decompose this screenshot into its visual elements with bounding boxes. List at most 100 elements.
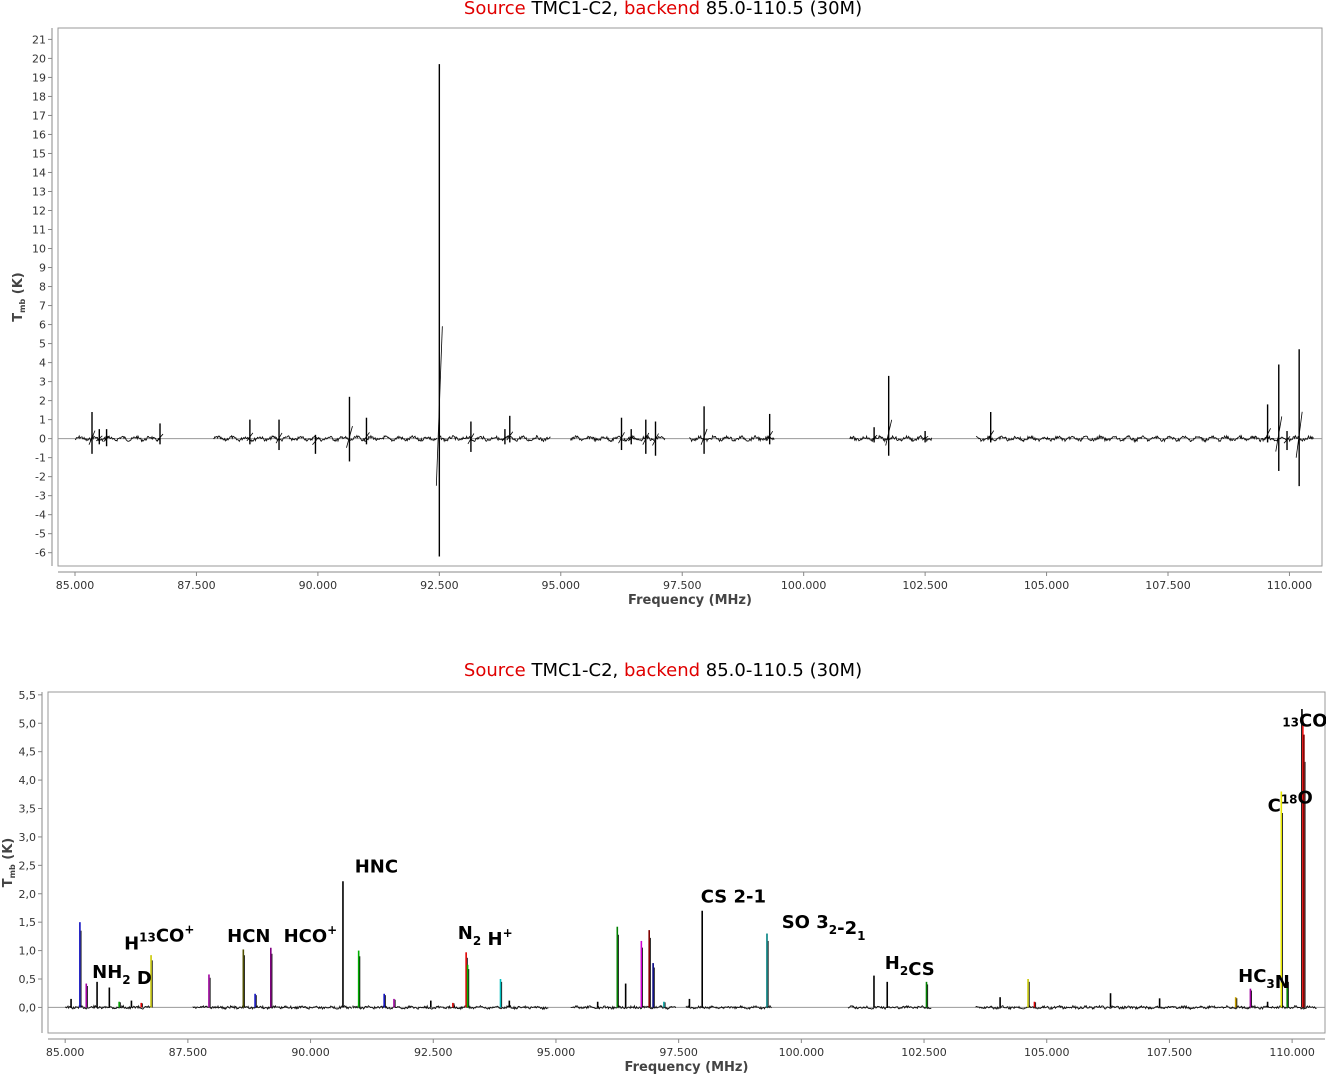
spectrum-chart-top: -6-5-4-3-2-10123456789101112131415161718… (11, 27, 1323, 608)
x-tick-label: 92.500 (414, 1046, 453, 1059)
spectrum-segment (213, 434, 438, 443)
spectrum-chart-bottom: 0,0 0,5 1,0 1,5 2,0 2,5 3,0 3,5 4,0 4,5 5,0 5,5 85.0… (1, 689, 1326, 1075)
spectral-feature-wing (312, 437, 319, 445)
y-tick-label: -1 (35, 452, 46, 465)
x-tick-label: 100.000 (781, 579, 827, 592)
y-tick-label: 6 (39, 319, 46, 332)
label-hnc: HNC (355, 857, 398, 878)
y-tick-label: 5 (39, 338, 46, 351)
x-tick-label: 90.000 (291, 1046, 330, 1059)
title-source-name: TMC1-C2, (531, 660, 619, 681)
y-tick-label: 19 (32, 71, 46, 84)
title-backend-name: 85.0-110.5 (30M) (705, 660, 863, 681)
label-cs: CS 2-1 (701, 886, 766, 907)
spectral-feature-wing (700, 428, 708, 445)
spectrum-segment (975, 1004, 1317, 1011)
spectral-feature-wing (156, 433, 164, 442)
x-tick-label: 105.000 (1024, 579, 1070, 592)
title-backend-word: backend (624, 0, 701, 19)
spectral-feature-wing (766, 431, 774, 442)
x-tick-label: 102.500 (901, 1046, 947, 1059)
y-tick-label: -5 (35, 528, 46, 541)
y-tick-label: 4,0 (19, 774, 37, 787)
y-tick-label: 5,5 (19, 689, 37, 702)
spectral-feature-wing (885, 419, 893, 446)
label-13co: 13CO (1282, 711, 1326, 732)
y-tick-label: 3,0 (19, 831, 37, 844)
chart1-title: Source TMC1-C2, backend 85.0-110.5 (30M) (0, 0, 1326, 19)
x-tick-label: 85.000 (46, 1046, 85, 1059)
x-tick-label: 110.000 (1267, 579, 1313, 592)
label-hco+: HCO+ (284, 923, 338, 947)
label-hc3n: HC3N (1238, 966, 1290, 993)
title-source-name: TMC1-C2, (531, 0, 619, 19)
spectral-feature-wing (627, 435, 635, 442)
label-so: SO 32-21 (782, 912, 866, 943)
spectral-feature-wing (1275, 416, 1283, 452)
title-source-word: Source (463, 660, 526, 681)
y-tick-label: 14 (32, 166, 46, 179)
label-c18o: C18O (1268, 787, 1313, 816)
y-tick-label: 4,5 (19, 746, 37, 759)
x-tick-label: 87.500 (177, 579, 216, 592)
spectrum-segment (438, 434, 551, 443)
label-nh2d: NH2 D (92, 962, 152, 989)
spectrum-segment (192, 1004, 352, 1011)
spectral-feature-wing (246, 432, 254, 442)
spectrum-segment (74, 434, 161, 443)
y-tick-label: -2 (35, 471, 46, 484)
y-tick-label: -3 (35, 490, 46, 503)
y-tick-label: 17 (32, 109, 46, 122)
x-tick-label: 92.500 (420, 579, 459, 592)
y-tick-label: 1,5 (19, 916, 37, 929)
x-tick-label: 100.000 (779, 1046, 825, 1059)
spectrum-segment (847, 1004, 932, 1010)
y-tick-label: -6 (35, 547, 46, 560)
x-tick-label: 102.500 (902, 579, 948, 592)
spectral-feature-wing (1283, 436, 1291, 444)
y-axis-label: Tmb (K) (1, 838, 17, 887)
spectral-feature-wing (652, 433, 659, 446)
spectral-feature-wing (618, 432, 625, 444)
y-tick-label: 2,5 (19, 859, 37, 872)
spectral-feature-wing (467, 433, 475, 445)
spectral-feature-wing (870, 434, 878, 441)
x-tick-label: 95.000 (537, 1046, 576, 1059)
spectral-feature-wing (1264, 428, 1271, 441)
spectral-feature-wing (363, 432, 370, 442)
x-tick-label: 95.000 (542, 579, 581, 592)
y-tick-label: 16 (32, 128, 46, 141)
spectrum-segment (849, 434, 933, 443)
y-axis-label: Tmb (K) (11, 272, 27, 321)
label-n2h+: N2 H+ (458, 923, 513, 950)
chart2-title: Source TMC1-C2, backend 85.0-110.5 (30M) (0, 660, 1326, 681)
y-tick-label: 1,0 (19, 945, 37, 958)
x-tick-label: 105.000 (1024, 1046, 1070, 1059)
y-tick-label: 4 (39, 357, 46, 370)
y-tick-label: 2 (39, 395, 46, 408)
y-tick-label: 3 (39, 376, 46, 389)
x-tick-label: 97.500 (659, 1046, 698, 1059)
y-tick-label: 1 (39, 414, 46, 427)
label-hcn: HCN (227, 926, 270, 947)
spectrum-segment (975, 433, 1314, 444)
title-backend-name: 85.0-110.5 (30M) (705, 0, 863, 19)
y-tick-label: 13 (32, 185, 46, 198)
y-tick-label: 2,0 (19, 888, 37, 901)
y-tick-label: 0,5 (19, 973, 37, 986)
y-tick-label: 18 (32, 90, 46, 103)
x-tick-label: 107.500 (1147, 1046, 1193, 1059)
spectral-feature-wing (103, 435, 110, 442)
plot-area (57, 27, 1323, 567)
y-tick-label: -4 (35, 509, 46, 522)
x-axis-label: Frequency (MHz) (625, 1060, 749, 1075)
y-tick-label: 20 (32, 52, 46, 65)
label-h13co+: H13CO+ (124, 922, 194, 954)
x-tick-label: 85.000 (56, 579, 95, 592)
spectral-feature-wing (88, 430, 96, 445)
spectral-feature-wing (96, 435, 103, 442)
plot-area (47, 691, 1326, 1034)
y-tick-label: 0 (39, 433, 46, 446)
x-axis-label: Frequency (MHz) (628, 593, 752, 608)
x-tick-label: 90.000 (299, 579, 338, 592)
